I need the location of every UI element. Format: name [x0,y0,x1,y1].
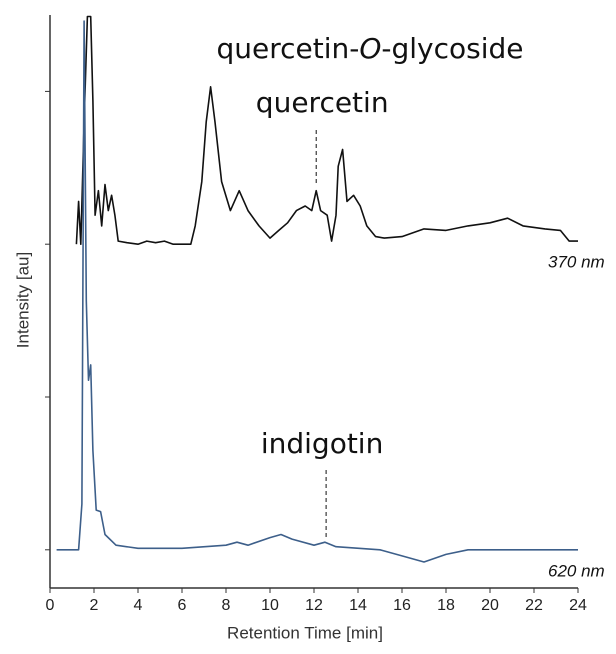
x-tick-label: 20 [481,597,499,614]
trace [56,20,578,563]
annotation-part: O [359,32,381,65]
annotation-part: quercetin- [216,32,359,65]
x-tick-label: 10 [261,597,279,614]
x-tick-label: 12 [305,597,323,614]
annotation: indigotin [261,427,384,460]
annotation: quercetin-O-glycoside [216,32,523,65]
x-tick-label: 8 [222,597,231,614]
trace-label: 370 nm [548,253,605,272]
x-tick-label: 16 [393,597,411,614]
x-axis-label: Retention Time [min] [227,623,383,642]
trace [75,15,578,245]
annotation: quercetin [256,86,389,119]
x-tick-label: 14 [349,597,367,614]
x-tick-label: 0 [46,597,55,614]
x-tick-label: 18 [437,597,455,614]
y-axis-label: Intensity [au] [13,252,32,348]
x-tick-label: 22 [525,597,543,614]
x-tick-label: 6 [178,597,187,614]
x-tick-label: 24 [569,597,587,614]
trace-label: 620 nm [548,561,605,580]
x-tick-label: 2 [90,597,99,614]
x-tick-label: 4 [134,597,143,614]
annotation-part: -glycoside [381,32,523,65]
